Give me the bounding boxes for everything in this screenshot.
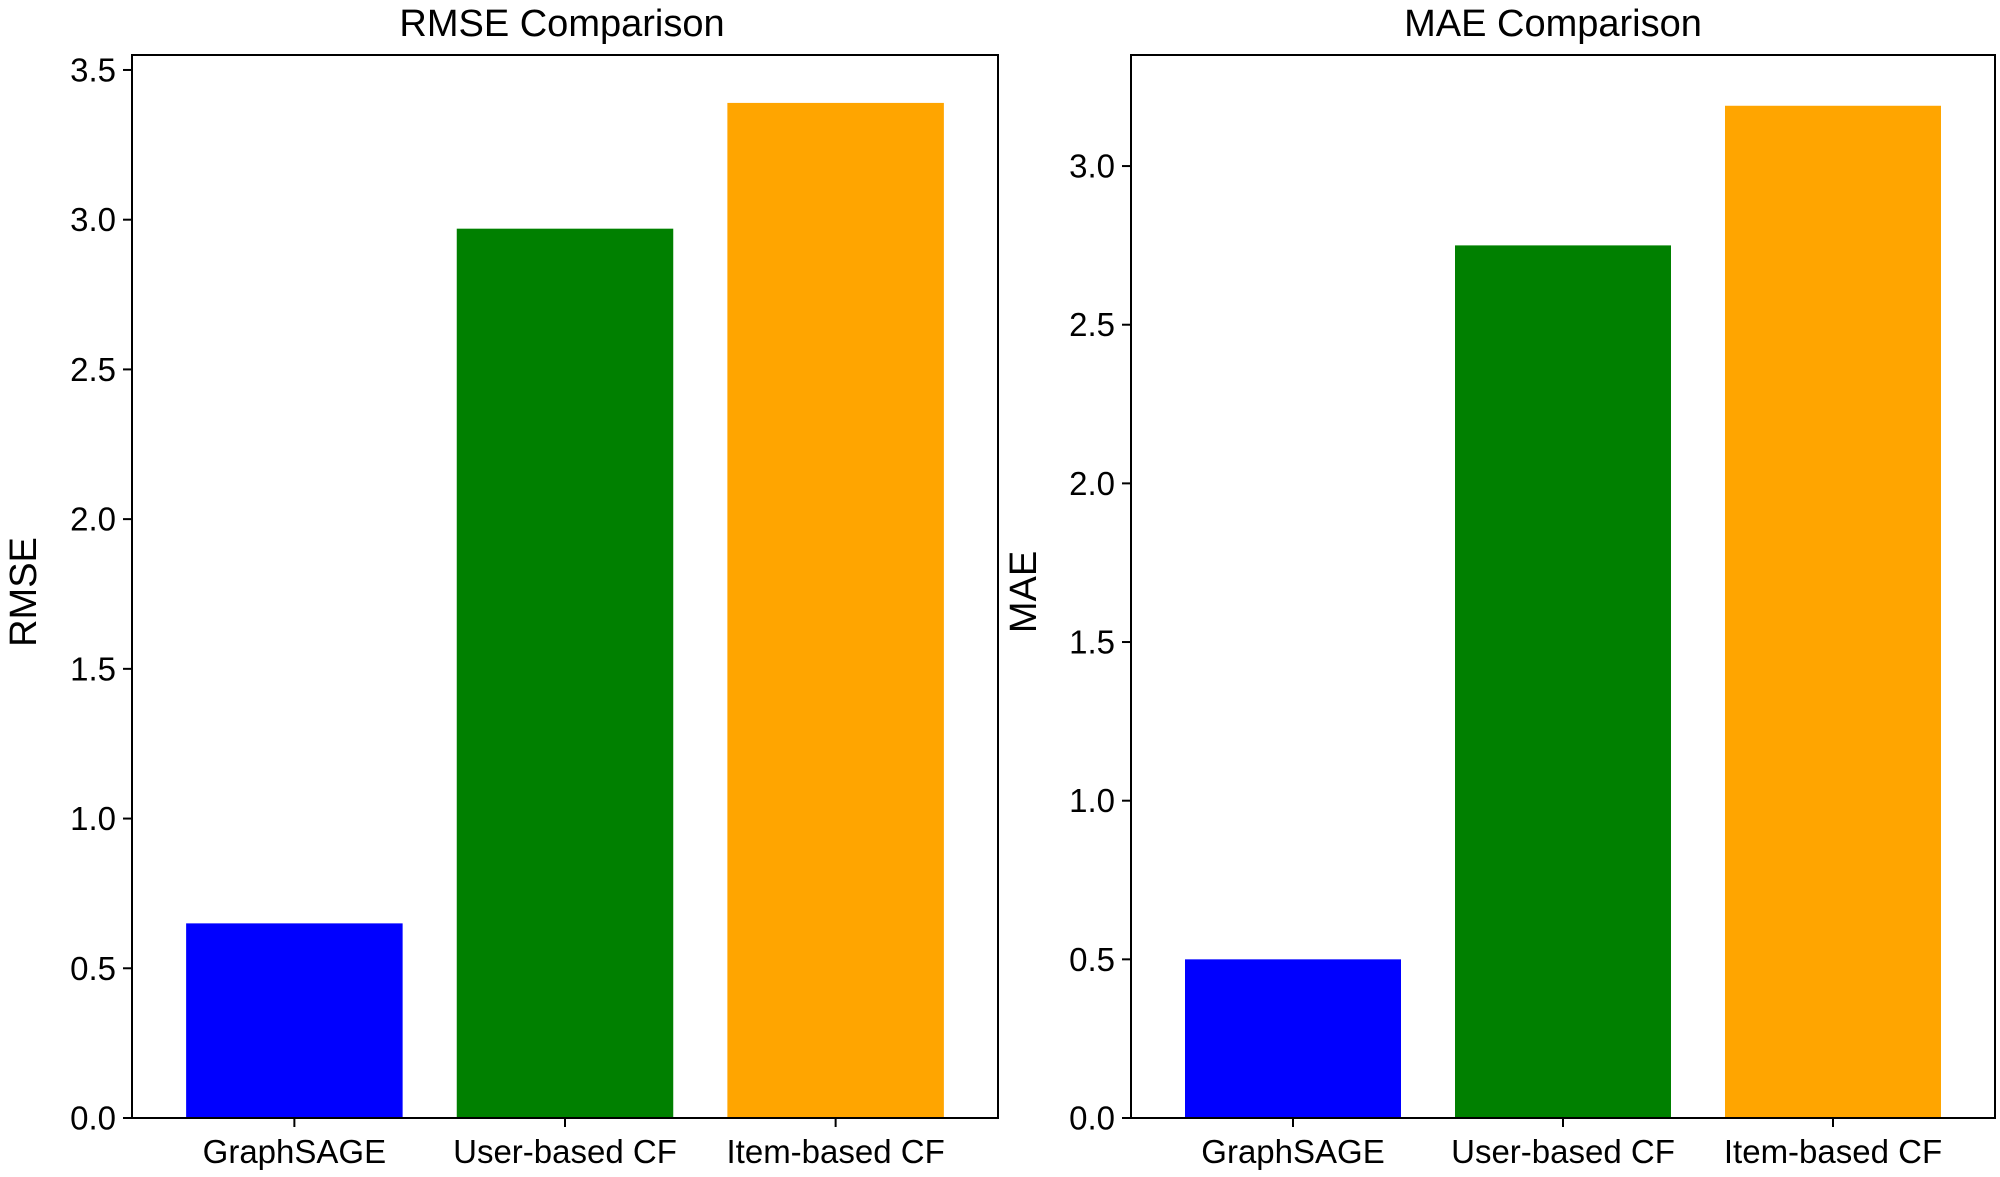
y-tick-label: 3.0: [70, 201, 116, 238]
y-tick-label: 2.5: [70, 351, 116, 388]
x-tick-label-user-based-cf: User-based CF: [453, 1133, 677, 1170]
y-tick-label: 0.0: [1069, 1100, 1115, 1137]
x-tick-label-graphsage: GraphSAGE: [203, 1133, 386, 1170]
y-axis-label: RMSE: [3, 537, 45, 647]
bar-user-based-cf: [1455, 245, 1671, 1118]
rmse-chart: RMSE Comparison RMSE 0.0 0.5 1.0 1.5 2.0 2.5 3…: [3, 3, 999, 1170]
y-tick-label: 0.5: [70, 950, 116, 987]
x-tick-label-item-based-cf: Item-based CF: [1724, 1133, 1942, 1170]
y-tick-label: 1.5: [1069, 624, 1115, 661]
x-tick-label-user-based-cf: User-based CF: [1451, 1133, 1675, 1170]
bar-graphsage: [186, 923, 403, 1118]
x-tick-label-graphsage: GraphSAGE: [1201, 1133, 1384, 1170]
bar-item-based-cf: [1725, 105, 1941, 1119]
bar-graphsage: [1185, 959, 1401, 1118]
x-tick-label-item-based-cf: Item-based CF: [727, 1133, 945, 1170]
y-tick-label: 3.5: [70, 51, 116, 88]
chart-title: MAE Comparison: [1404, 3, 1702, 45]
y-tick-label: 0.5: [1069, 941, 1115, 978]
bar-item-based-cf: [727, 102, 944, 1119]
y-tick-label: 2.0: [1069, 465, 1115, 502]
y-tick-label: 1.0: [1069, 782, 1115, 819]
y-tick-label: 1.0: [70, 800, 116, 837]
y-tick-label: 3.0: [1069, 148, 1115, 185]
y-tick-label: 1.5: [70, 650, 116, 687]
y-tick-label: 2.0: [70, 501, 116, 538]
chart-title: RMSE Comparison: [399, 3, 724, 45]
y-tick-label: 0.0: [70, 1100, 116, 1137]
y-tick-label: 2.5: [1069, 306, 1115, 343]
bar-user-based-cf: [456, 228, 674, 1119]
mae-chart: MAE Comparison MAE 0.0 0.5 1.0 1.5 2.0 2.5 3.0…: [1003, 3, 1996, 1170]
y-axis-label: MAE: [1003, 551, 1045, 633]
